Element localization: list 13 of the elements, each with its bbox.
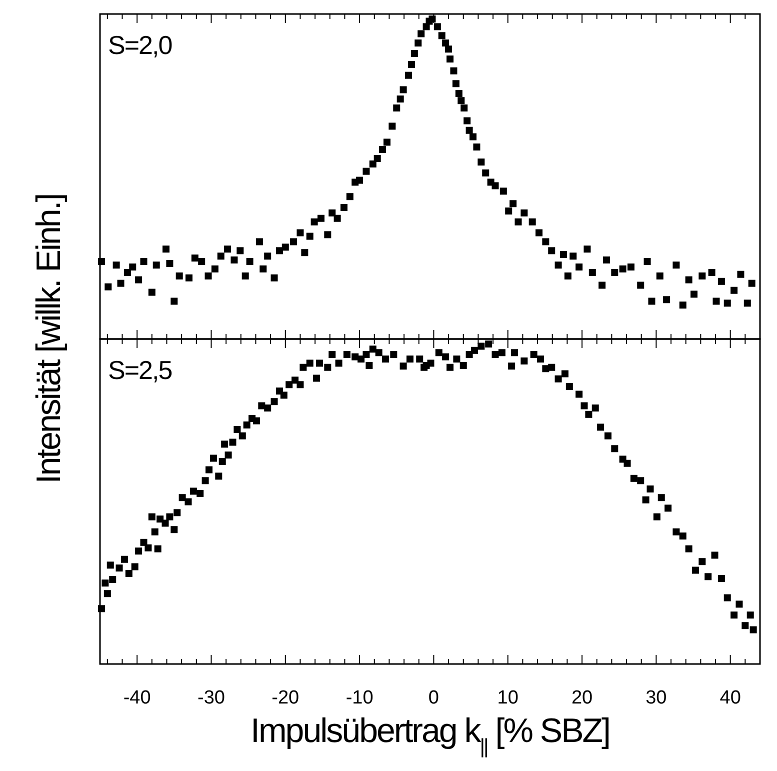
x-tick-label: 40 bbox=[720, 687, 741, 708]
x-tick-label: 30 bbox=[646, 687, 667, 708]
x-tick-label: -30 bbox=[198, 687, 225, 708]
x-axis-title: Impulsübertrag k$_{||}$ [% SBZ] bbox=[250, 712, 610, 758]
x-tick-label: -10 bbox=[346, 687, 374, 708]
x-tick-label: 10 bbox=[497, 687, 518, 708]
x-tick-label: 20 bbox=[571, 687, 593, 708]
y-axis-title: Intensität [willk. Einh.] bbox=[30, 194, 68, 484]
x-tick-label: -20 bbox=[272, 687, 300, 708]
x-tick-label: 0 bbox=[428, 687, 439, 708]
annotation: S=2,5 bbox=[108, 355, 172, 385]
annotation: S=2,0 bbox=[108, 30, 172, 60]
x-tick-label: -40 bbox=[123, 687, 151, 708]
